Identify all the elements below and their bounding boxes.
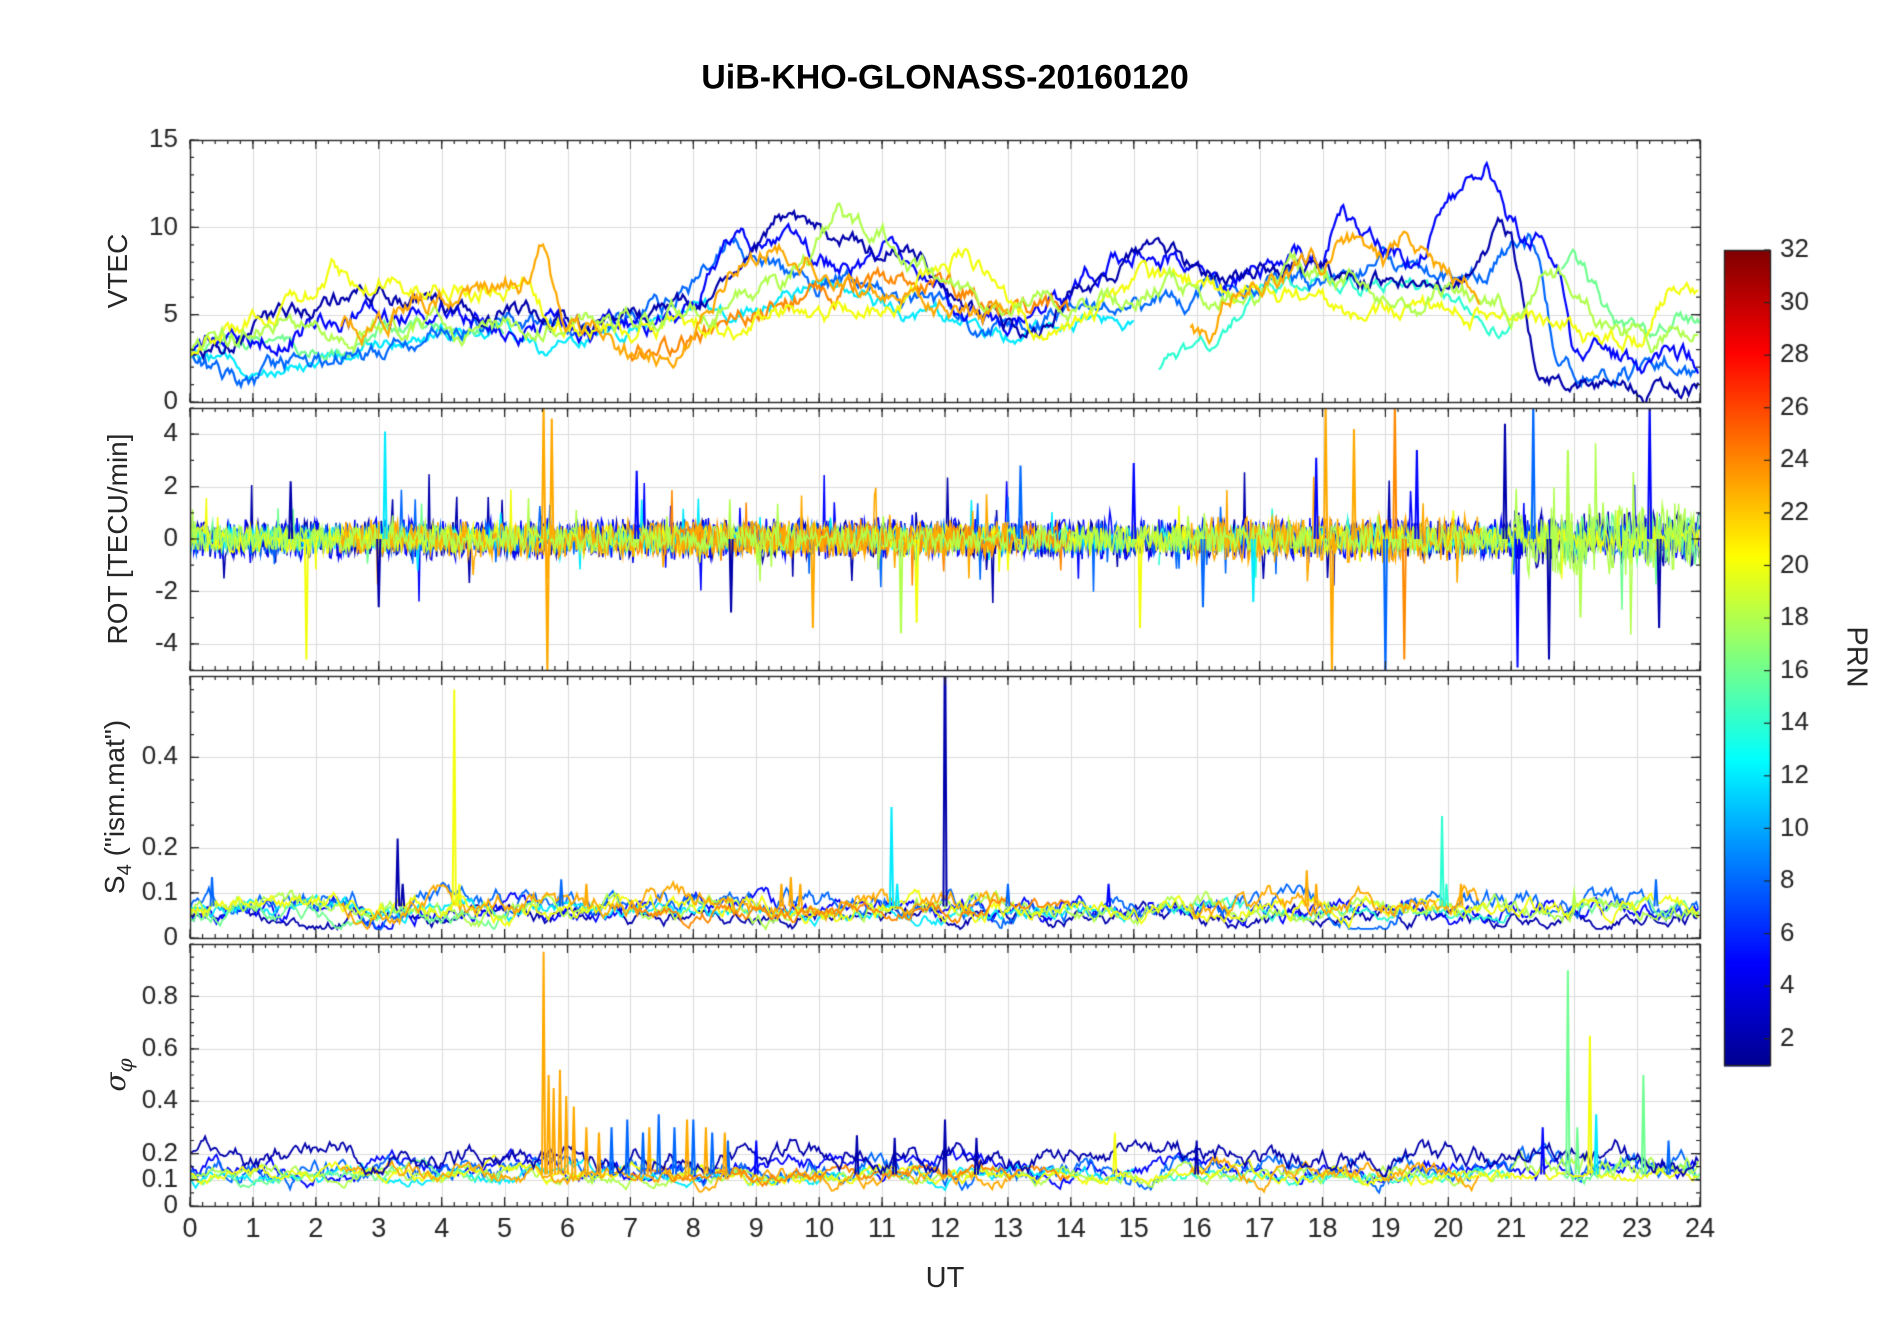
ylabel-s4-main: S xyxy=(99,875,131,895)
ylabel-sigma-phi: σφ xyxy=(99,1058,137,1091)
colorbar-label-prn: PRN xyxy=(1840,626,1873,688)
ylabel-sigma: σ xyxy=(99,1072,133,1092)
chart-title: UiB-KHO-GLONASS-20160120 xyxy=(701,58,1189,97)
xlabel-ut: UT xyxy=(925,1262,965,1294)
ylabel-s4-post: ("ism.mat") xyxy=(99,719,131,865)
ylabel-rot: ROT [TECU/min] xyxy=(102,433,134,644)
ylabel-phi-sub: φ xyxy=(112,1058,137,1073)
ylabel-s4: S4 ("ism.mat") xyxy=(99,720,137,894)
ylabel-rot-text: ROT [TECU/min] xyxy=(102,433,133,645)
ylabel-vtec: VTEC xyxy=(102,234,134,309)
ylabel-vtec-text: VTEC xyxy=(102,233,133,309)
ylabel-s4-sub: 4 xyxy=(113,864,136,876)
